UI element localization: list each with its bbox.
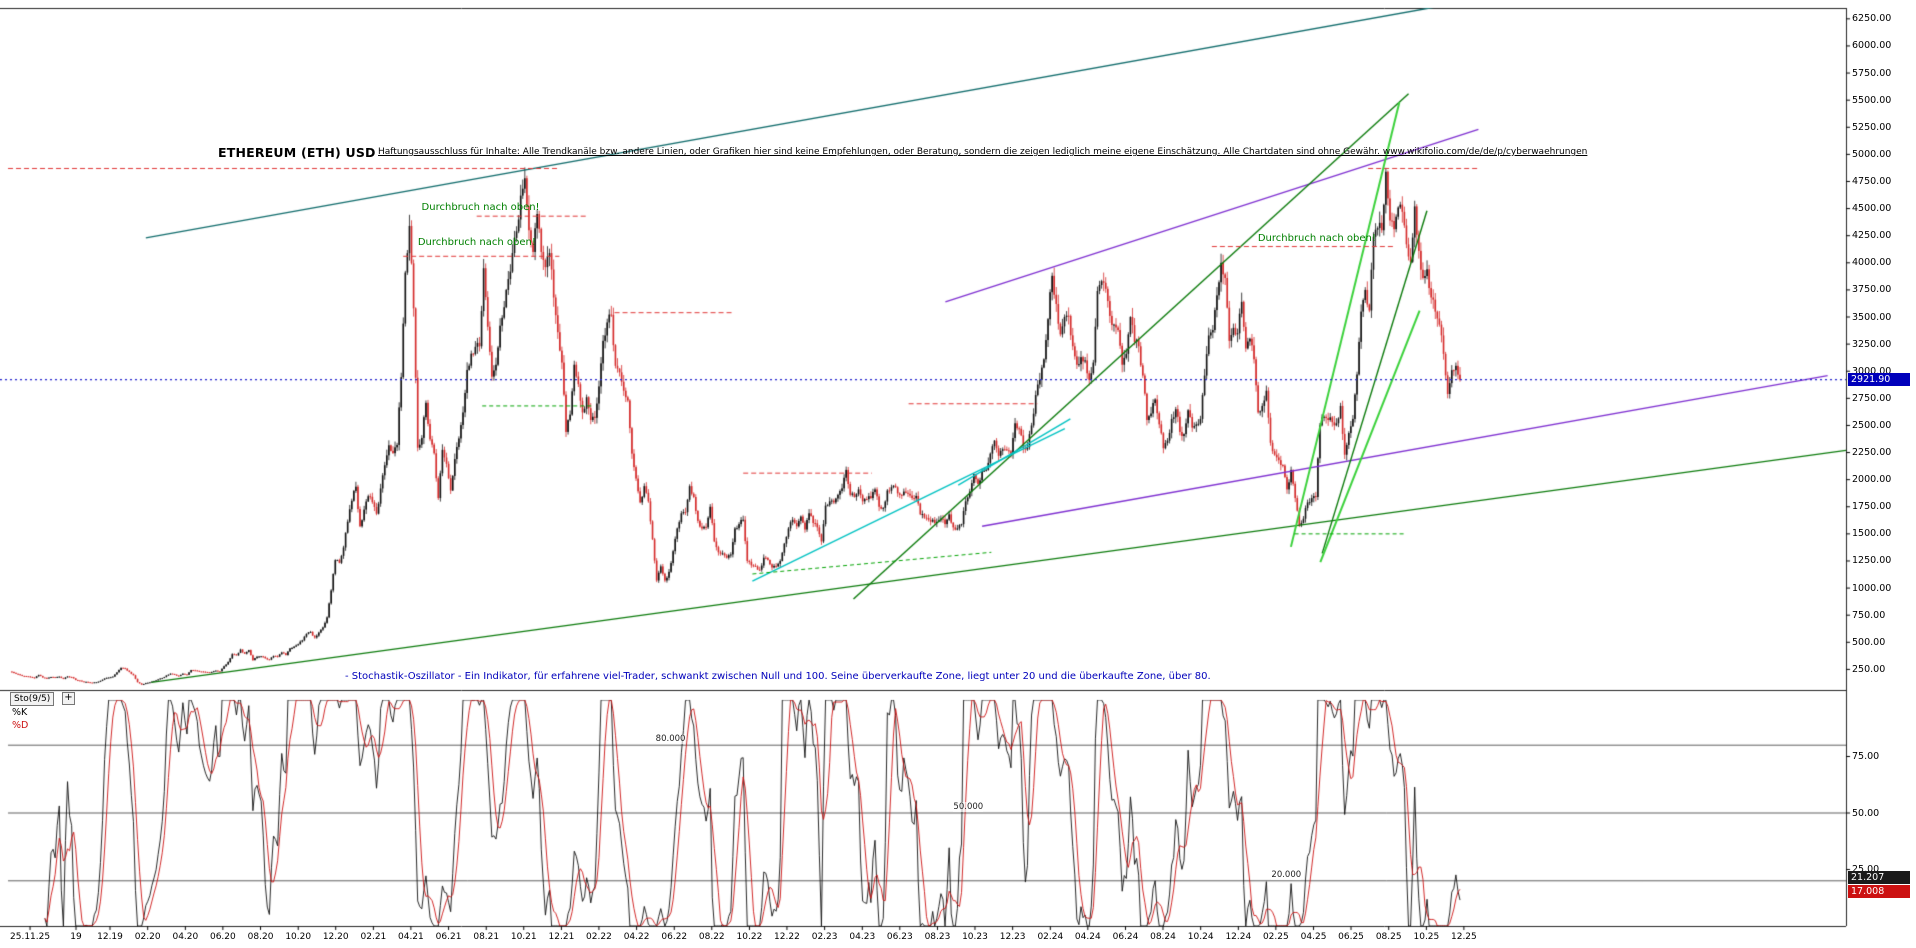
date-axis-label: 06.22 bbox=[661, 932, 688, 942]
price-axis-label: 5250.00 bbox=[1852, 121, 1892, 133]
price-axis-label: 750.00 bbox=[1852, 609, 1886, 621]
date-axis-label: 06.25 bbox=[1338, 932, 1364, 942]
oscillator-axis-label: 75.00 bbox=[1852, 751, 1880, 762]
date-axis-label: 10.22 bbox=[736, 932, 763, 942]
price-axis-label: 2000.00 bbox=[1852, 474, 1892, 486]
date-axis-label: 06.23 bbox=[886, 932, 913, 942]
price-axis-label: 5000.00 bbox=[1852, 148, 1892, 160]
indicator-label-chip[interactable]: Sto(9/5) bbox=[10, 692, 55, 706]
price-axis-label: 500.00 bbox=[1852, 636, 1886, 648]
date-axis-label: 08.22 bbox=[698, 932, 725, 942]
price-axis-label: 6250.00 bbox=[1852, 13, 1892, 25]
date-axis-label: 12.24 bbox=[1225, 932, 1252, 942]
price-axis-label: 2750.00 bbox=[1852, 392, 1892, 404]
oscillator-level-label: 50.000 bbox=[953, 802, 984, 812]
date-axis-label: 04.21 bbox=[397, 932, 424, 942]
date-axis-label: 04.24 bbox=[1074, 932, 1101, 942]
date-axis-label: 08.25 bbox=[1375, 932, 1402, 942]
date-axis-label: 25.11.25 bbox=[10, 932, 51, 942]
indicator-add-button[interactable]: + bbox=[62, 692, 75, 705]
price-axis-label: 2500.00 bbox=[1852, 419, 1892, 431]
stochastic-d-label: %D bbox=[12, 720, 29, 731]
stochastic-k-badge: 21.207 bbox=[1848, 871, 1910, 885]
price-axis-label: 4000.00 bbox=[1852, 257, 1892, 269]
price-axis-label: 5500.00 bbox=[1852, 94, 1892, 106]
stochastic-d-badge: 17.008 bbox=[1848, 885, 1910, 899]
date-axis-label: 04.25 bbox=[1300, 932, 1327, 942]
breakout-annotation: Durchbruch nach oben! bbox=[1257, 232, 1376, 244]
price-axis-label: 4500.00 bbox=[1852, 203, 1892, 215]
oscillator-level-label: 20.000 bbox=[1271, 869, 1302, 880]
price-axis-label: 1750.00 bbox=[1852, 501, 1892, 513]
price-axis-label: 3750.00 bbox=[1852, 284, 1892, 296]
price-axis-label: 2250.00 bbox=[1852, 447, 1892, 459]
date-axis-label: 12.19 bbox=[97, 932, 123, 942]
date-axis-label: 08.21 bbox=[473, 932, 500, 942]
price-axis-label: 1250.00 bbox=[1852, 555, 1892, 567]
date-axis-label: 10.21 bbox=[510, 932, 537, 942]
stochastic-k-label: %K bbox=[12, 707, 28, 718]
date-axis-label: 02.23 bbox=[811, 932, 838, 942]
price-axis-label: 4750.00 bbox=[1852, 175, 1892, 187]
stochastic-description: - Stochastik-Oszillator - Ein Indikator,… bbox=[345, 671, 1211, 682]
date-axis-label: 10.24 bbox=[1187, 932, 1214, 942]
date-axis-label: 02.25 bbox=[1262, 932, 1289, 942]
date-axis-label: 12.20 bbox=[322, 932, 349, 942]
date-axis-label: 06.24 bbox=[1112, 932, 1139, 942]
price-axis-label: 3250.00 bbox=[1852, 338, 1892, 350]
date-axis-label: 06.20 bbox=[209, 932, 236, 942]
date-axis-label: 02.21 bbox=[360, 932, 387, 942]
date-axis-label: 02.20 bbox=[134, 932, 161, 942]
date-axis-label: 04.22 bbox=[623, 932, 650, 942]
date-axis-label: 12.23 bbox=[999, 932, 1026, 942]
price-axis-label: 1500.00 bbox=[1852, 528, 1892, 540]
date-axis-label: 10.25 bbox=[1413, 932, 1440, 942]
date-axis-label: 06.21 bbox=[435, 932, 462, 942]
breakout-annotation: Durchbruch nach oben! bbox=[417, 237, 536, 249]
price-axis-label: 3500.00 bbox=[1852, 311, 1892, 323]
price-axis-label: 3000.00 bbox=[1852, 365, 1892, 377]
date-axis-label: 08.20 bbox=[247, 932, 274, 942]
oscillator-axis-label: 25.00 bbox=[1852, 864, 1880, 875]
price-axis-label: 5750.00 bbox=[1852, 67, 1892, 79]
oscillator-axis-label: 50.00 bbox=[1852, 807, 1880, 819]
date-axis-label: 04.23 bbox=[849, 932, 876, 942]
oscillator-level-label: 80.000 bbox=[655, 734, 686, 745]
price-axis-label: 6000.00 bbox=[1852, 40, 1892, 52]
date-axis-label: 04.20 bbox=[172, 932, 199, 942]
price-axis-label: 1000.00 bbox=[1852, 582, 1892, 594]
breakout-annotation: Durchbruch nach oben! bbox=[421, 201, 540, 213]
date-axis-label: 10.20 bbox=[285, 932, 312, 942]
date-axis-label: 02.24 bbox=[1037, 932, 1064, 942]
current-price-badge: 2921.90 bbox=[1848, 372, 1910, 386]
date-axis-label: 12.25 bbox=[1450, 932, 1477, 942]
price-axis-label: 250.00 bbox=[1852, 663, 1886, 675]
instrument-title: ETHEREUM (ETH) USD bbox=[218, 145, 376, 160]
date-axis-label: 12.21 bbox=[548, 932, 575, 942]
price-axis-label: 4250.00 bbox=[1852, 230, 1892, 242]
date-axis-label: 02.22 bbox=[586, 932, 612, 942]
date-axis-label: 10.23 bbox=[962, 932, 988, 942]
date-axis-label: 08.24 bbox=[1150, 932, 1176, 942]
date-axis-label: 19 bbox=[70, 932, 82, 942]
date-axis-label: 08.23 bbox=[924, 932, 951, 942]
disclaimer-text: Haftungsausschluss für Inhalte: Alle Tre… bbox=[378, 147, 1588, 157]
date-axis-label: 12.22 bbox=[774, 932, 800, 942]
